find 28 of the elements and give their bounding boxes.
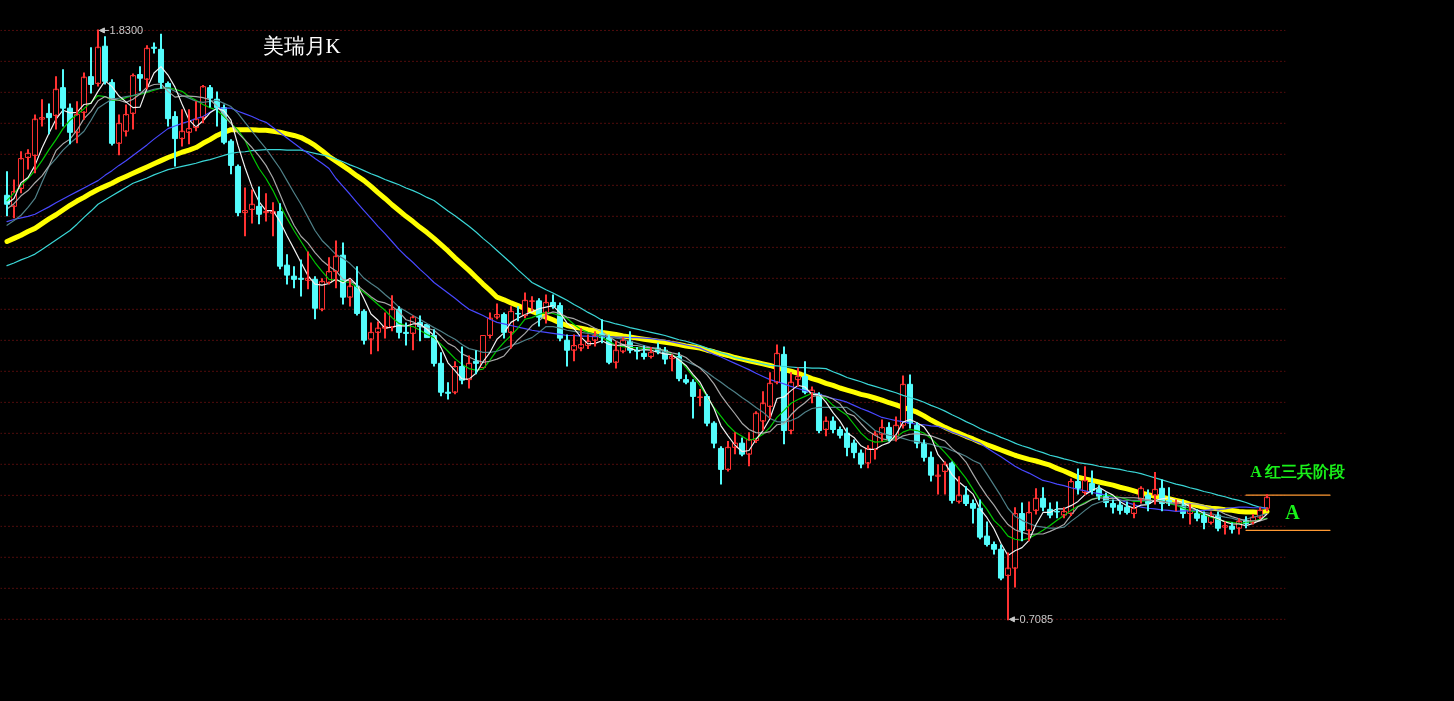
candlestick bbox=[717, 447, 725, 485]
annotation: 0.7085 bbox=[1019, 613, 1054, 626]
candlestick bbox=[52, 76, 60, 130]
candlestick bbox=[234, 165, 242, 217]
candlestick bbox=[948, 462, 956, 504]
candlestick bbox=[1228, 522, 1236, 534]
text: 美瑞月K bbox=[262, 33, 341, 58]
candlestick bbox=[514, 306, 522, 322]
candlestick bbox=[101, 36, 109, 85]
candlestick bbox=[108, 79, 116, 144]
candlestick bbox=[1151, 472, 1159, 505]
candlestick bbox=[94, 29, 102, 87]
candlestick bbox=[87, 47, 95, 94]
candlestick bbox=[157, 33, 165, 89]
candlestick bbox=[696, 389, 704, 407]
candlestick bbox=[143, 45, 151, 90]
annotation: 1.8300 bbox=[109, 24, 144, 37]
candlestick bbox=[255, 186, 263, 225]
candlestick bbox=[346, 279, 354, 307]
candlestick bbox=[1032, 488, 1040, 515]
candlestick bbox=[955, 476, 963, 502]
candlestick bbox=[563, 334, 571, 367]
candlestick bbox=[311, 276, 319, 320]
candlestick bbox=[206, 85, 214, 108]
annotation: A bbox=[1285, 500, 1301, 523]
candlestick bbox=[1039, 487, 1047, 512]
candlestick bbox=[822, 416, 830, 437]
annotation: A 红三兵阶段 bbox=[1250, 463, 1346, 480]
